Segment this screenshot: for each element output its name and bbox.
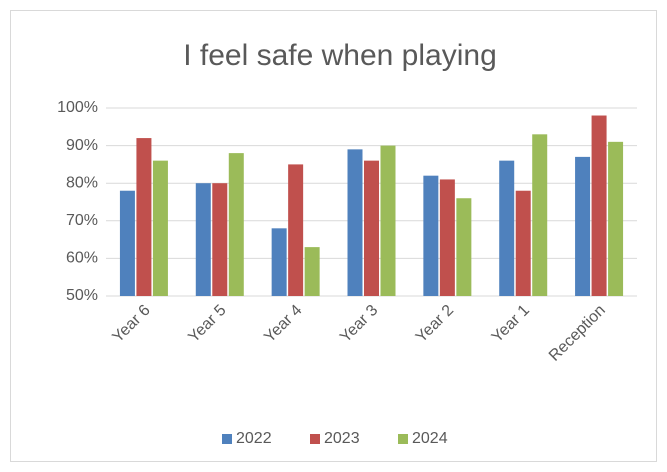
legend-label: 2024 [412, 430, 448, 447]
bar [380, 145, 396, 296]
bar [499, 160, 515, 296]
bar [423, 175, 439, 296]
bar [532, 134, 548, 296]
legend-swatch [398, 434, 408, 444]
y-tick-label: 100% [57, 99, 98, 116]
bar [347, 149, 363, 296]
bar [575, 156, 591, 296]
bar [304, 247, 320, 296]
y-tick-label: 70% [66, 212, 98, 229]
bar [515, 190, 531, 296]
bar [152, 160, 168, 296]
bar [271, 228, 287, 296]
y-tick-label: 60% [66, 250, 98, 267]
bar [228, 153, 244, 296]
chart-title: I feel safe when playing [183, 39, 497, 72]
bar [119, 190, 135, 296]
bar [591, 115, 607, 297]
y-tick-label: 50% [66, 287, 98, 304]
y-tick-label: 80% [66, 174, 98, 191]
bar [212, 183, 228, 296]
bar [456, 198, 472, 296]
legend-label: 2023 [324, 430, 360, 447]
y-tick-label: 90% [66, 137, 98, 154]
bar [608, 141, 624, 296]
chart-border [10, 10, 657, 462]
legend-swatch [310, 434, 320, 444]
bar [364, 160, 379, 296]
bar [195, 183, 211, 296]
legend-label: 2022 [236, 430, 272, 447]
bar [288, 164, 304, 296]
bar [439, 179, 455, 296]
legend-swatch [222, 434, 232, 444]
bar [136, 138, 152, 296]
